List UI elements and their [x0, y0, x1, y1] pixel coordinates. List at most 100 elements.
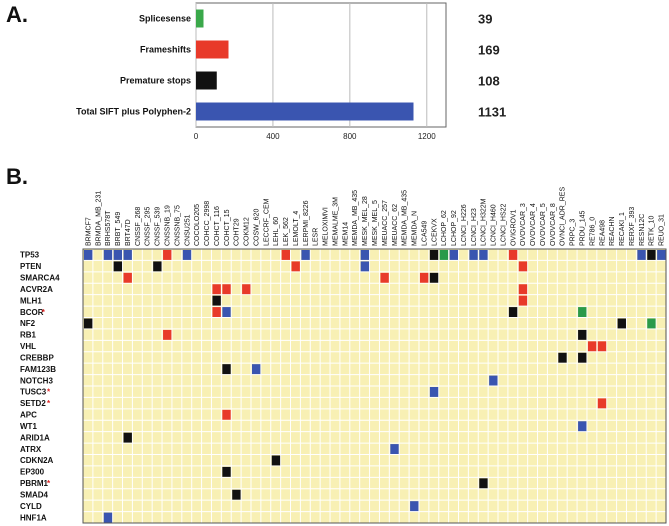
mutation-cell [113, 250, 123, 260]
mutation-cell [518, 295, 528, 306]
heatmap-column-label: BRT47D [125, 219, 132, 246]
mutation-cell [578, 352, 587, 363]
mutation-cell [479, 250, 488, 260]
mutation-cell [163, 329, 172, 340]
mutation-type-bar-chart: 0 400 800 1200 Splicesense 39 Frameshifts 169 Pr… [76, 2, 506, 141]
heatmap-column-label: LCHOP_92 [451, 210, 458, 246]
heatmap-column-label: REUO_31 [659, 214, 666, 246]
heatmap-column-label: COHCC_2998 [204, 201, 211, 246]
heatmap-column-label: BRBT_549 [115, 212, 122, 246]
heatmap-column-label: COSW_620 [253, 209, 260, 246]
heatmap-row-label: VHL [20, 342, 36, 351]
heatmap-row-label: ATRX [20, 445, 42, 454]
heatmap-column-label: LECCRF_CEM [263, 198, 270, 246]
heatmap-column-label: MELOXIMVI [323, 207, 330, 246]
row-asterisk: * [47, 399, 51, 408]
mutation-cell [508, 250, 518, 260]
bar-category-label: Frameshifts [140, 45, 191, 55]
mutation-cell [212, 284, 221, 295]
mutation-cell [657, 250, 666, 260]
mutation-cell [558, 352, 567, 363]
heatmap-row-label: SMARCA4 [20, 274, 60, 283]
mutation-cell [578, 421, 587, 432]
heatmap-column-label: MEMDA_MB_435 [402, 190, 409, 246]
mutation-cell [212, 307, 221, 317]
bar-x-tick-label: 0 [194, 132, 199, 141]
mutation-cell [84, 250, 93, 260]
mutation-cell [281, 250, 291, 260]
heatmap-column-label: MEUACC_257 [382, 200, 389, 246]
heatmap-column-label: PRPC_3 [570, 219, 577, 246]
heatmap-column-label: RERXF_393 [629, 207, 636, 246]
row-asterisk: * [47, 388, 51, 397]
mutation-cell [251, 364, 261, 375]
heatmap-column-label: MEMDA_N [412, 211, 419, 246]
mutation-cell [518, 261, 528, 272]
mutation-cell [429, 250, 439, 260]
heatmap-column-label: PRDU_145 [580, 210, 587, 246]
bar-category-label: Premature stops [120, 76, 191, 86]
heatmap-row-label: PTEN [20, 262, 42, 271]
heatmap-column-label: MEM14 [342, 222, 349, 246]
mutation-cell [222, 307, 231, 317]
heatmap-row-label: CDKN2A [20, 456, 54, 465]
mutation-cell [222, 284, 231, 295]
mutation-cell [222, 409, 231, 420]
heatmap-column-label: LCNCI_HS22 [500, 203, 507, 246]
heatmap-column-label: OVNCI_ADR_RES [560, 187, 567, 246]
heatmap-column-label: LERPMI_8226 [303, 200, 310, 246]
mutation-cell [449, 250, 458, 260]
heatmap-column-label: REACHN [609, 216, 616, 246]
mutation-cell [617, 318, 626, 329]
heatmap-column-label: COHCT_15 [224, 209, 231, 246]
mutation-cell [301, 250, 310, 260]
heatmap-row-label: CYLD [20, 502, 42, 511]
heatmap-column-label: BRHS578T [105, 210, 112, 246]
mutation-cell [123, 250, 132, 260]
heatmap-column-label: LCNCI_H226 [461, 204, 468, 246]
mutation-cell [103, 250, 113, 260]
bar-value-label: 169 [478, 43, 500, 58]
mutation-cell [271, 455, 281, 466]
heatmap-column-label: REA498 [599, 220, 606, 246]
heatmap-column-label: CNSSF_539 [155, 207, 162, 246]
heatmap-row-label: PBRM1 [20, 479, 49, 488]
mutation-cell [360, 261, 370, 272]
mutation-cell [419, 272, 429, 283]
heatmap-row-label: APC [20, 411, 37, 420]
mutation-cell [518, 284, 528, 295]
bar-value-label: 1131 [478, 105, 506, 120]
heatmap-column-label: MESK_MEL_28 [362, 196, 369, 246]
bar-x-tick-label: 800 [343, 132, 357, 141]
heatmap-column-label: OVOVCAR_3 [520, 203, 527, 246]
heatmap-column-label: BRMDA_MB_231 [95, 191, 102, 246]
heatmap-row-label: HNF1A [20, 513, 47, 522]
heatmap-column-label: COCOLO205 [194, 204, 201, 246]
bar [196, 102, 414, 121]
heatmap-column-label: LCEKVX [431, 218, 438, 246]
mutation-cell [242, 284, 251, 295]
panel-b-label: B. [6, 164, 28, 189]
heatmap-column-label: MEMALME_3M [332, 197, 339, 246]
heatmap-column-label: CNSSNB_75 [174, 205, 181, 246]
heatmap-column-label: MESK_MEL_5 [372, 200, 379, 246]
heatmap-column-label: LCHOP_62 [441, 210, 448, 246]
heatmap-row-label: ARID1A [20, 433, 50, 442]
heatmap-row-label: SMAD4 [20, 490, 49, 499]
heatmap-row-label: ACVR2A [20, 285, 53, 294]
heatmap-column-label: OVIGROV1 [510, 209, 517, 246]
bar-category-label: Total SIFT plus Polyphen-2 [76, 107, 191, 117]
heatmap-column-label: OVOVCAR_5 [540, 203, 547, 246]
bar-x-tick-label: 1200 [418, 132, 436, 141]
mutation-cell [578, 329, 587, 340]
heatmap-column-label: COHCT_116 [214, 206, 221, 246]
mutation-cell [222, 466, 231, 477]
heatmap-column-label: LESR [313, 228, 320, 246]
heatmap-column-label: RESN12C [639, 214, 646, 246]
bar [196, 71, 217, 90]
mutation-cell [360, 250, 370, 260]
row-asterisk: * [42, 308, 46, 317]
heatmap-row-label: WT1 [20, 422, 37, 431]
mutation-cell [153, 261, 162, 272]
